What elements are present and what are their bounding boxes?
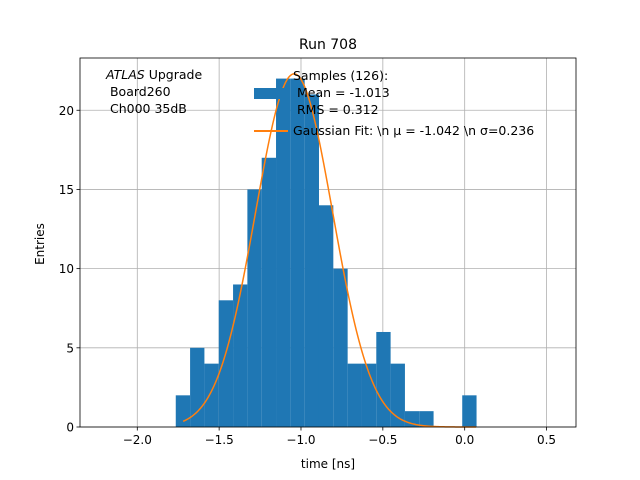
atlas-annotation: ATLAS Upgrade Board260 Ch000 35dB [105, 67, 202, 116]
y-tick-label: 20 [59, 104, 74, 118]
legend-hist-swatch [254, 88, 288, 99]
y-tick-label: 10 [59, 262, 74, 276]
histogram-bars [175, 78, 477, 428]
histogram-bar [190, 347, 205, 427]
histogram-bar [276, 78, 291, 427]
y-tick-label: 0 [66, 421, 74, 435]
annotation-atlas: ATLAS [105, 67, 145, 82]
histogram-bar [390, 363, 405, 427]
annotation-board: Board260 [106, 84, 171, 99]
legend-hist-label-line2: Mean = -1.013 [293, 85, 390, 100]
histogram-bar [333, 268, 348, 427]
axes-layer: −2.0 −1.5 −1.0 −0.5 0.0 0.5 0 5 10 15 20 [59, 57, 577, 447]
histogram-bar [175, 395, 191, 427]
histogram-bar [318, 205, 334, 427]
histogram-bar [247, 189, 262, 427]
histogram-bar [218, 300, 234, 427]
x-tick-label: −1.5 [205, 433, 234, 447]
x-tick-label: 0.5 [537, 433, 556, 447]
y-tick-label: 5 [66, 341, 74, 355]
legend-hist-label-line3: RMS = 0.312 [293, 102, 379, 117]
histogram-bar [204, 363, 219, 427]
x-axis-label: time [ns] [301, 457, 355, 471]
legend-hist-label-line1: Samples (126): [293, 68, 388, 83]
annotation-channel: Ch000 35dB [106, 101, 187, 116]
plot-frame [79, 57, 577, 428]
x-tick-label: 0.0 [455, 433, 474, 447]
histogram-bar [361, 363, 377, 427]
histogram-bar [290, 78, 305, 427]
histogram-bar [304, 94, 319, 427]
y-tick-label: 15 [59, 183, 74, 197]
histogram-bar [347, 363, 362, 427]
gaussian-fit-curve [182, 73, 477, 428]
histogram-bar [261, 157, 277, 428]
svg-text:ATLAS Upgrade: ATLAS Upgrade [105, 67, 202, 82]
x-tick-label: −2.0 [123, 433, 152, 447]
histogram-bar [462, 395, 477, 427]
histogram-bar [376, 331, 391, 427]
x-tick-label: −0.5 [368, 433, 397, 447]
annotation-upgrade: Upgrade [145, 67, 203, 82]
legend-fit-label: Gaussian Fit: \n μ = -1.042 \n σ=0.236 [293, 123, 534, 138]
histogram-bar [233, 284, 248, 427]
chart-title: Run 708 [299, 37, 357, 53]
histogram-bar [419, 411, 434, 427]
y-axis-label: Entries [33, 223, 47, 265]
x-tick-label: −1.0 [286, 433, 315, 447]
gaussian-fit-layer [182, 73, 477, 428]
legend: Samples (126): Mean = -1.013 RMS = 0.312… [254, 68, 534, 138]
